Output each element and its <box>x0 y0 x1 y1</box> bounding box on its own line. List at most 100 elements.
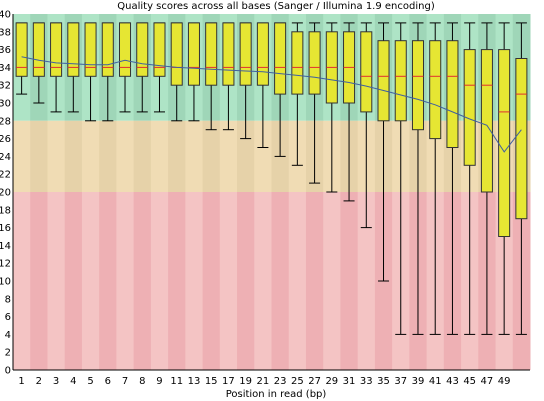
x-tick-9: 9 <box>156 376 162 387</box>
box-position-46-47 <box>480 22 493 335</box>
x-tick-35: 35 <box>377 376 390 387</box>
x-tick-4: 4 <box>70 376 76 387</box>
y-tick-40: 40 <box>0 10 11 21</box>
zone-band-2-col-12 <box>219 192 238 370</box>
box-position-42-43 <box>446 22 459 335</box>
box <box>480 49 493 193</box>
zone-band-2-col-2 <box>47 192 66 370</box>
box <box>205 22 218 86</box>
zone-band-2-col-1 <box>30 192 48 370</box>
box-position-4 <box>67 22 80 113</box>
y-tick-0: 0 <box>5 366 11 377</box>
x-tick-39: 39 <box>412 376 425 387</box>
box <box>515 58 528 220</box>
box-position-8 <box>136 22 149 113</box>
box-position-18-19 <box>239 22 252 140</box>
zone-band-1-col-10 <box>185 120 204 192</box>
zone-band-1-col-9 <box>168 120 186 192</box>
box-position-32-33 <box>360 22 373 229</box>
x-tick-23: 23 <box>274 376 287 387</box>
x-tick-49: 49 <box>498 376 511 387</box>
x-tick-33: 33 <box>360 376 373 387</box>
mean-series <box>21 56 522 153</box>
box <box>15 22 28 77</box>
zone-band-1-col-14 <box>254 120 272 192</box>
zone-band-2-col-10 <box>185 192 204 370</box>
box-position-44-45 <box>463 22 476 335</box>
box <box>274 22 287 95</box>
zone-band-1-col-5 <box>99 120 117 192</box>
x-tick-6: 6 <box>105 376 111 387</box>
zone-band-1-col-11 <box>202 120 221 192</box>
box <box>67 22 80 77</box>
x-tick-19: 19 <box>239 376 252 387</box>
zone-band-2-col-5 <box>99 192 117 370</box>
y-tick-26: 26 <box>0 134 11 145</box>
y-tick-38: 38 <box>0 27 11 38</box>
box <box>377 40 390 122</box>
box-position-7 <box>119 22 132 113</box>
box <box>411 40 424 131</box>
axes <box>12 14 530 371</box>
box-position-12-13 <box>187 22 200 122</box>
chart-title: Quality scores across all bases (Sanger … <box>117 1 435 12</box>
box-position-40-41 <box>429 22 442 335</box>
box-position-2 <box>32 22 45 104</box>
zone-band-2-col-0 <box>13 192 31 370</box>
box <box>463 49 476 166</box>
box <box>187 22 200 86</box>
zone-band-2-col-13 <box>237 192 255 370</box>
y-tick-14: 14 <box>0 241 11 252</box>
zone-band-1-col-6 <box>116 120 135 192</box>
y-tick-18: 18 <box>0 205 11 216</box>
y-tick-2: 2 <box>5 348 11 359</box>
x-tick-2: 2 <box>36 376 42 387</box>
zone-band-2-col-14 <box>254 192 272 370</box>
x-tick-45: 45 <box>463 376 476 387</box>
zone-band-1-col-2 <box>47 120 66 192</box>
x-tick-11: 11 <box>170 376 183 387</box>
x-tick-1: 1 <box>18 376 24 387</box>
x-tick-47: 47 <box>481 376 494 387</box>
box <box>446 40 459 149</box>
x-tick-13: 13 <box>188 376 201 387</box>
zone-band-2-col-3 <box>64 192 83 370</box>
box <box>239 22 252 86</box>
y-tick-32: 32 <box>0 81 11 92</box>
box-position-9 <box>153 22 166 113</box>
zone-band-2-col-9 <box>168 192 186 370</box>
x-tick-7: 7 <box>122 376 128 387</box>
x-tick-43: 43 <box>446 376 459 387</box>
box <box>119 22 132 77</box>
box <box>170 22 183 86</box>
box-position-28-29 <box>325 22 338 193</box>
x-tick-27: 27 <box>308 376 321 387</box>
box-position-20-21 <box>256 22 269 148</box>
box-position-36-37 <box>394 22 407 335</box>
y-tick-28: 28 <box>0 116 11 127</box>
y-tick-8: 8 <box>5 294 11 305</box>
zone-band-2-col-18 <box>323 192 341 370</box>
box-position-50 <box>515 22 528 335</box>
box-position-24-25 <box>291 22 304 166</box>
box-position-38-39 <box>411 22 424 335</box>
zone-band-2-col-4 <box>81 192 100 370</box>
zone-band-1-col-0 <box>13 120 31 192</box>
x-axis-label: Position in read (bp) <box>226 389 327 400</box>
box-position-5 <box>84 22 97 122</box>
y-tick-24: 24 <box>0 152 11 163</box>
x-tick-37: 37 <box>394 376 407 387</box>
y-tick-4: 4 <box>5 330 11 341</box>
x-tick-8: 8 <box>139 376 145 387</box>
box <box>429 40 442 140</box>
box <box>136 22 149 77</box>
x-tick-3: 3 <box>53 376 59 387</box>
zone-band-2-col-8 <box>150 192 169 370</box>
box <box>360 31 373 113</box>
zone-band-2-col-11 <box>202 192 221 370</box>
box-position-34-35 <box>377 22 390 282</box>
box <box>101 22 114 77</box>
zone-band-2-col-16 <box>288 192 307 370</box>
y-tick-34: 34 <box>0 63 11 74</box>
